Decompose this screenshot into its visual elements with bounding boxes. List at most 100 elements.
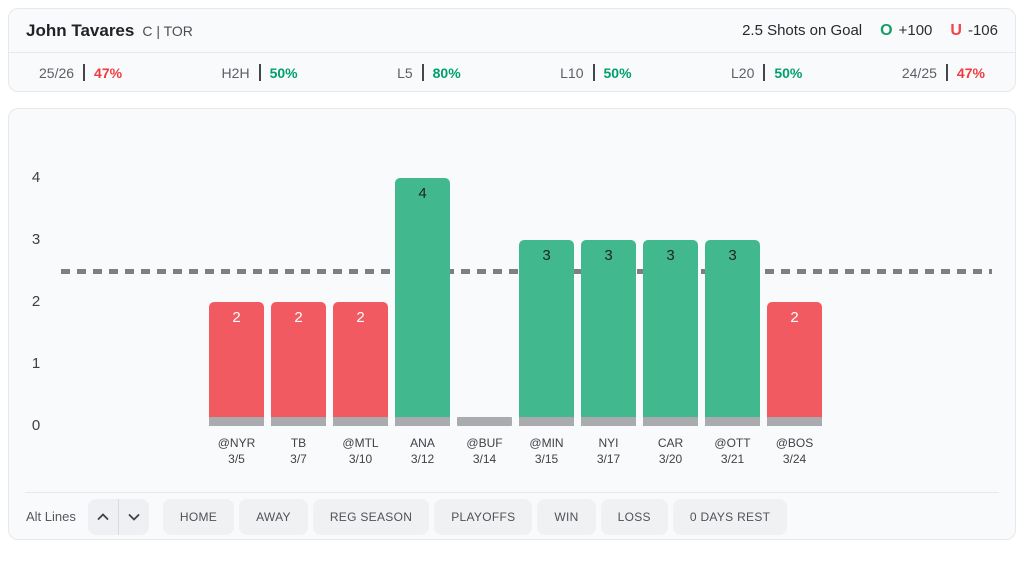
bar-baseline-strip [705,417,760,426]
alt-line-down-button[interactable] [119,499,149,535]
bar-baseline-strip [271,417,326,426]
y-axis-tick: 4 [31,169,41,186]
over-odds-value: +100 [898,22,933,39]
game-date-label: 3/14 [472,452,497,466]
hit-rate-stat: L10 50% [560,64,632,81]
filter-button-reg-season[interactable]: REG SEASON [312,498,430,535]
filter-button-away[interactable]: AWAY [239,498,308,535]
x-axis-label: @NYR 3/5 [209,435,264,467]
bar-under [333,302,388,426]
stat-divider [945,64,948,81]
bar-baseline-strip [457,417,512,426]
filter-button-playoffs[interactable]: PLAYOFFS [434,498,533,535]
stat-period-label: L10 [560,64,584,81]
stat-percentage: 50% [269,64,298,81]
opponent-label: @MIN [529,436,564,450]
header-divider [9,52,1015,53]
game-date-label: 3/15 [534,452,559,466]
stat-divider [421,64,424,81]
bar-baseline-strip [209,417,264,426]
prop-line-label: 2.5 Shots on Goal [742,22,863,39]
game-date-label: 3/7 [290,452,307,466]
bar-value-label: 2 [294,309,303,326]
game-bar-tb[interactable]: 2 [271,302,326,426]
stat-period-label: 24/25 [901,64,937,81]
bar-value-label: 2 [790,309,799,326]
bar-baseline-strip [333,417,388,426]
player-position-team: C | TOR [142,22,193,39]
opponent-label: CAR [657,436,684,450]
over-icon: O [880,21,893,39]
x-axis-label: @OTT 3/21 [705,435,760,467]
opponent-label: @NYR [217,436,256,450]
bar-baseline-strip [643,417,698,426]
bar-over [519,240,574,426]
stat-divider [592,64,595,81]
under-icon: U [950,21,962,39]
game-bar-at-nyr[interactable]: 2 [209,302,264,426]
filter-buttons: HOME AWAY REG SEASON PLAYOFFS WIN LOSS 0 DAYS … [162,498,788,535]
game-bar-ana[interactable]: 4 [395,178,450,426]
game-bar-at-buf[interactable] [457,417,512,426]
filter-button-home[interactable]: HOME [162,498,235,535]
hit-rate-stat: H2H 50% [222,64,298,81]
y-axis-tick: 0 [31,417,41,434]
x-axis-label: ANA 3/12 [395,435,450,467]
game-date-label: 3/12 [410,452,435,466]
y-axis-tick: 3 [31,231,41,248]
bar-over [643,240,698,426]
x-axis-label: TB 3/7 [271,435,326,467]
x-axis-label: NYI 3/17 [581,435,636,467]
game-date-label: 3/17 [596,452,621,466]
player-name: John Tavares [26,20,135,40]
filter-button-loss[interactable]: LOSS [600,498,668,535]
opponent-label: @BUF [466,436,503,450]
hit-rate-stat: L20 50% [731,64,802,81]
x-axis-label: CAR 3/20 [643,435,698,467]
header-row: John Tavares C | TOR 2.5 Shots on Goal O… [9,9,1015,52]
under-odds-button[interactable]: U -106 [950,22,998,40]
bar-baseline-strip [519,417,574,426]
bar-value-label: 3 [728,247,737,264]
x-axis-label: @MIN 3/15 [519,435,574,467]
x-axis-label: @BOS 3/24 [767,435,822,467]
chart-toolbar: Alt Lines HOME AWAY REG SEASON PLAYOFFS WIN L… [9,493,1015,540]
opponent-label: ANA [410,436,435,450]
player-info: John Tavares C | TOR [26,21,193,41]
chevron-up-icon [97,512,109,520]
filter-button-0-days-rest[interactable]: 0 DAYS REST [672,498,788,535]
bar-value-label: 3 [604,247,613,264]
stat-percentage: 47% [956,64,985,81]
game-bar-at-bos[interactable]: 2 [767,302,822,426]
opponent-label: NYI [598,436,619,450]
stat-divider [763,64,766,81]
bar-value-label: 3 [542,247,551,264]
stat-period-label: 25/26 [39,64,75,81]
filter-button-win[interactable]: WIN [537,498,596,535]
x-axis-label: @MTL 3/10 [333,435,388,467]
y-axis-tick: 1 [31,355,41,372]
stat-percentage: 80% [432,64,461,81]
game-bar-at-ott[interactable]: 3 [705,240,760,426]
opponent-label: @MTL [342,436,379,450]
alt-lines-label: Alt Lines [26,509,76,524]
game-bar-at-min[interactable]: 3 [519,240,574,426]
game-bar-car[interactable]: 3 [643,240,698,426]
stat-percentage: 50% [774,64,803,81]
game-date-label: 3/5 [228,452,245,466]
stepper-divider [117,498,119,535]
bar-value-label: 2 [232,309,241,326]
bar-under [271,302,326,426]
stat-period-label: H2H [221,64,250,81]
opponent-label: @BOS [775,436,814,450]
y-axis-tick: 2 [31,293,41,310]
over-odds-button[interactable]: O +100 [880,22,932,40]
stat-period-label: L5 [397,64,413,81]
stat-period-label: L20 [731,64,755,81]
game-bar-nyi[interactable]: 3 [581,240,636,426]
game-bar-at-mtl[interactable]: 2 [333,302,388,426]
alt-line-up-button[interactable] [88,499,118,535]
bar-value-label: 2 [356,309,365,326]
bar-baseline-strip [395,417,450,426]
game-date-label: 3/24 [782,452,807,466]
